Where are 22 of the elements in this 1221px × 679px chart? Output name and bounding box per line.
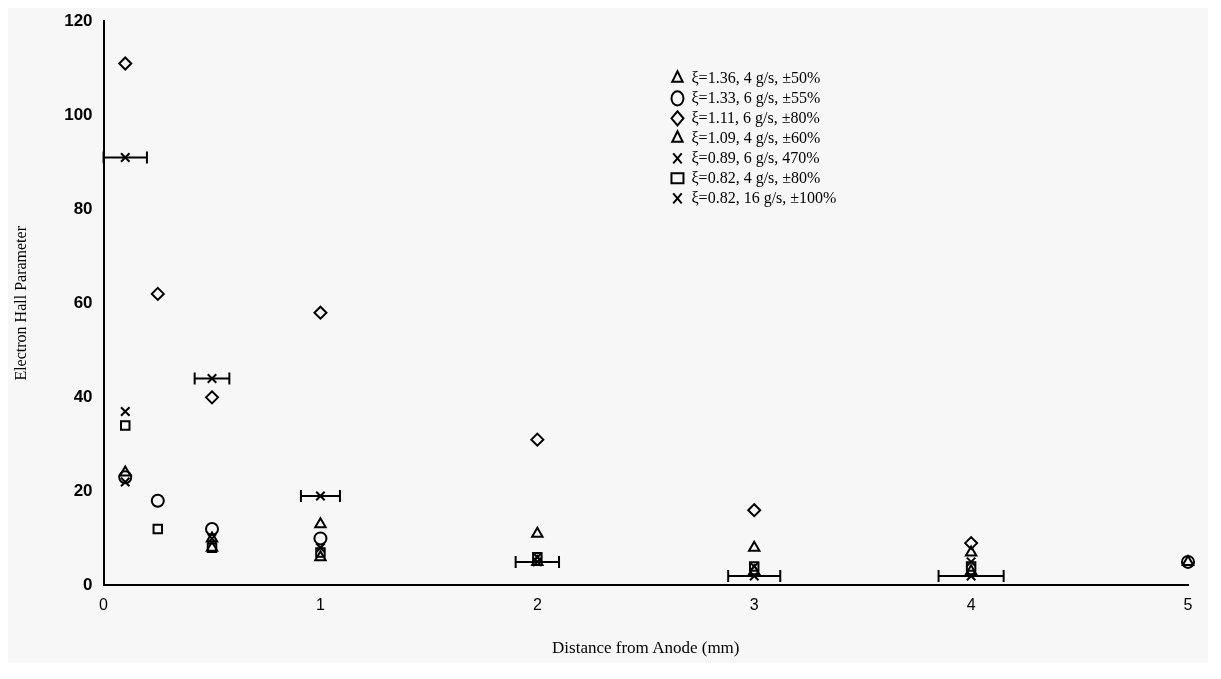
legend-label: ξ=0.82, 16 g/s, ±100% [691,188,837,207]
y-tick-label: 60 [73,292,93,312]
legend-label: ξ=1.36, 4 g/s, ±50% [691,68,821,87]
x-tick-label: 3 [749,596,759,614]
legend-label: ξ=1.11, 6 g/s, ±80% [691,108,820,127]
x-tick-label: 4 [966,596,976,614]
y-tick-label: 40 [73,387,93,407]
y-axis-title: Electron Hall Parameter [11,225,29,381]
x-tick-label: 1 [316,596,325,614]
x-axis-title: Distance from Anode (mm) [552,638,740,658]
x-tick-label: 0 [99,596,109,614]
x-tick-label: 2 [532,596,542,614]
y-tick-label: 20 [73,481,93,501]
y-tick-label: 120 [64,10,93,30]
x-tick-label: 5 [1183,596,1193,614]
legend-label: ξ=1.09, 4 g/s, ±60% [691,128,821,147]
legend-label: ξ=0.82, 4 g/s, ±80% [691,168,821,187]
legend-label: ξ=0.89, 6 g/s, 470% [691,148,820,167]
y-tick-label: 0 [83,575,93,595]
y-tick-label: 80 [73,198,93,218]
y-tick-label: 100 [64,104,93,124]
legend-label: ξ=1.33, 6 g/s, ±55% [691,88,821,107]
